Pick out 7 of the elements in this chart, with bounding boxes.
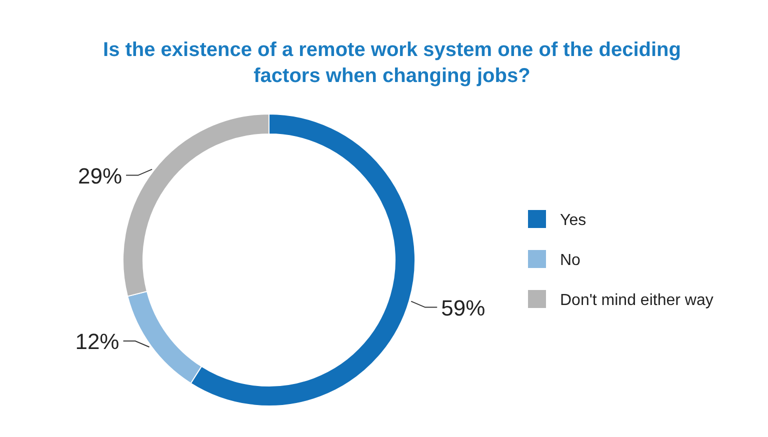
data-label: 29% bbox=[78, 163, 122, 188]
legend-label: No bbox=[560, 252, 581, 269]
data-label: 59% bbox=[441, 295, 486, 320]
chart-title: Is the existence of a remote work system one of the deciding factors when changing jobs? bbox=[103, 39, 681, 87]
legend-label: Don't mind either way bbox=[560, 292, 714, 309]
data-label: 12% bbox=[75, 328, 120, 354]
legend-label: Yes bbox=[560, 212, 586, 229]
